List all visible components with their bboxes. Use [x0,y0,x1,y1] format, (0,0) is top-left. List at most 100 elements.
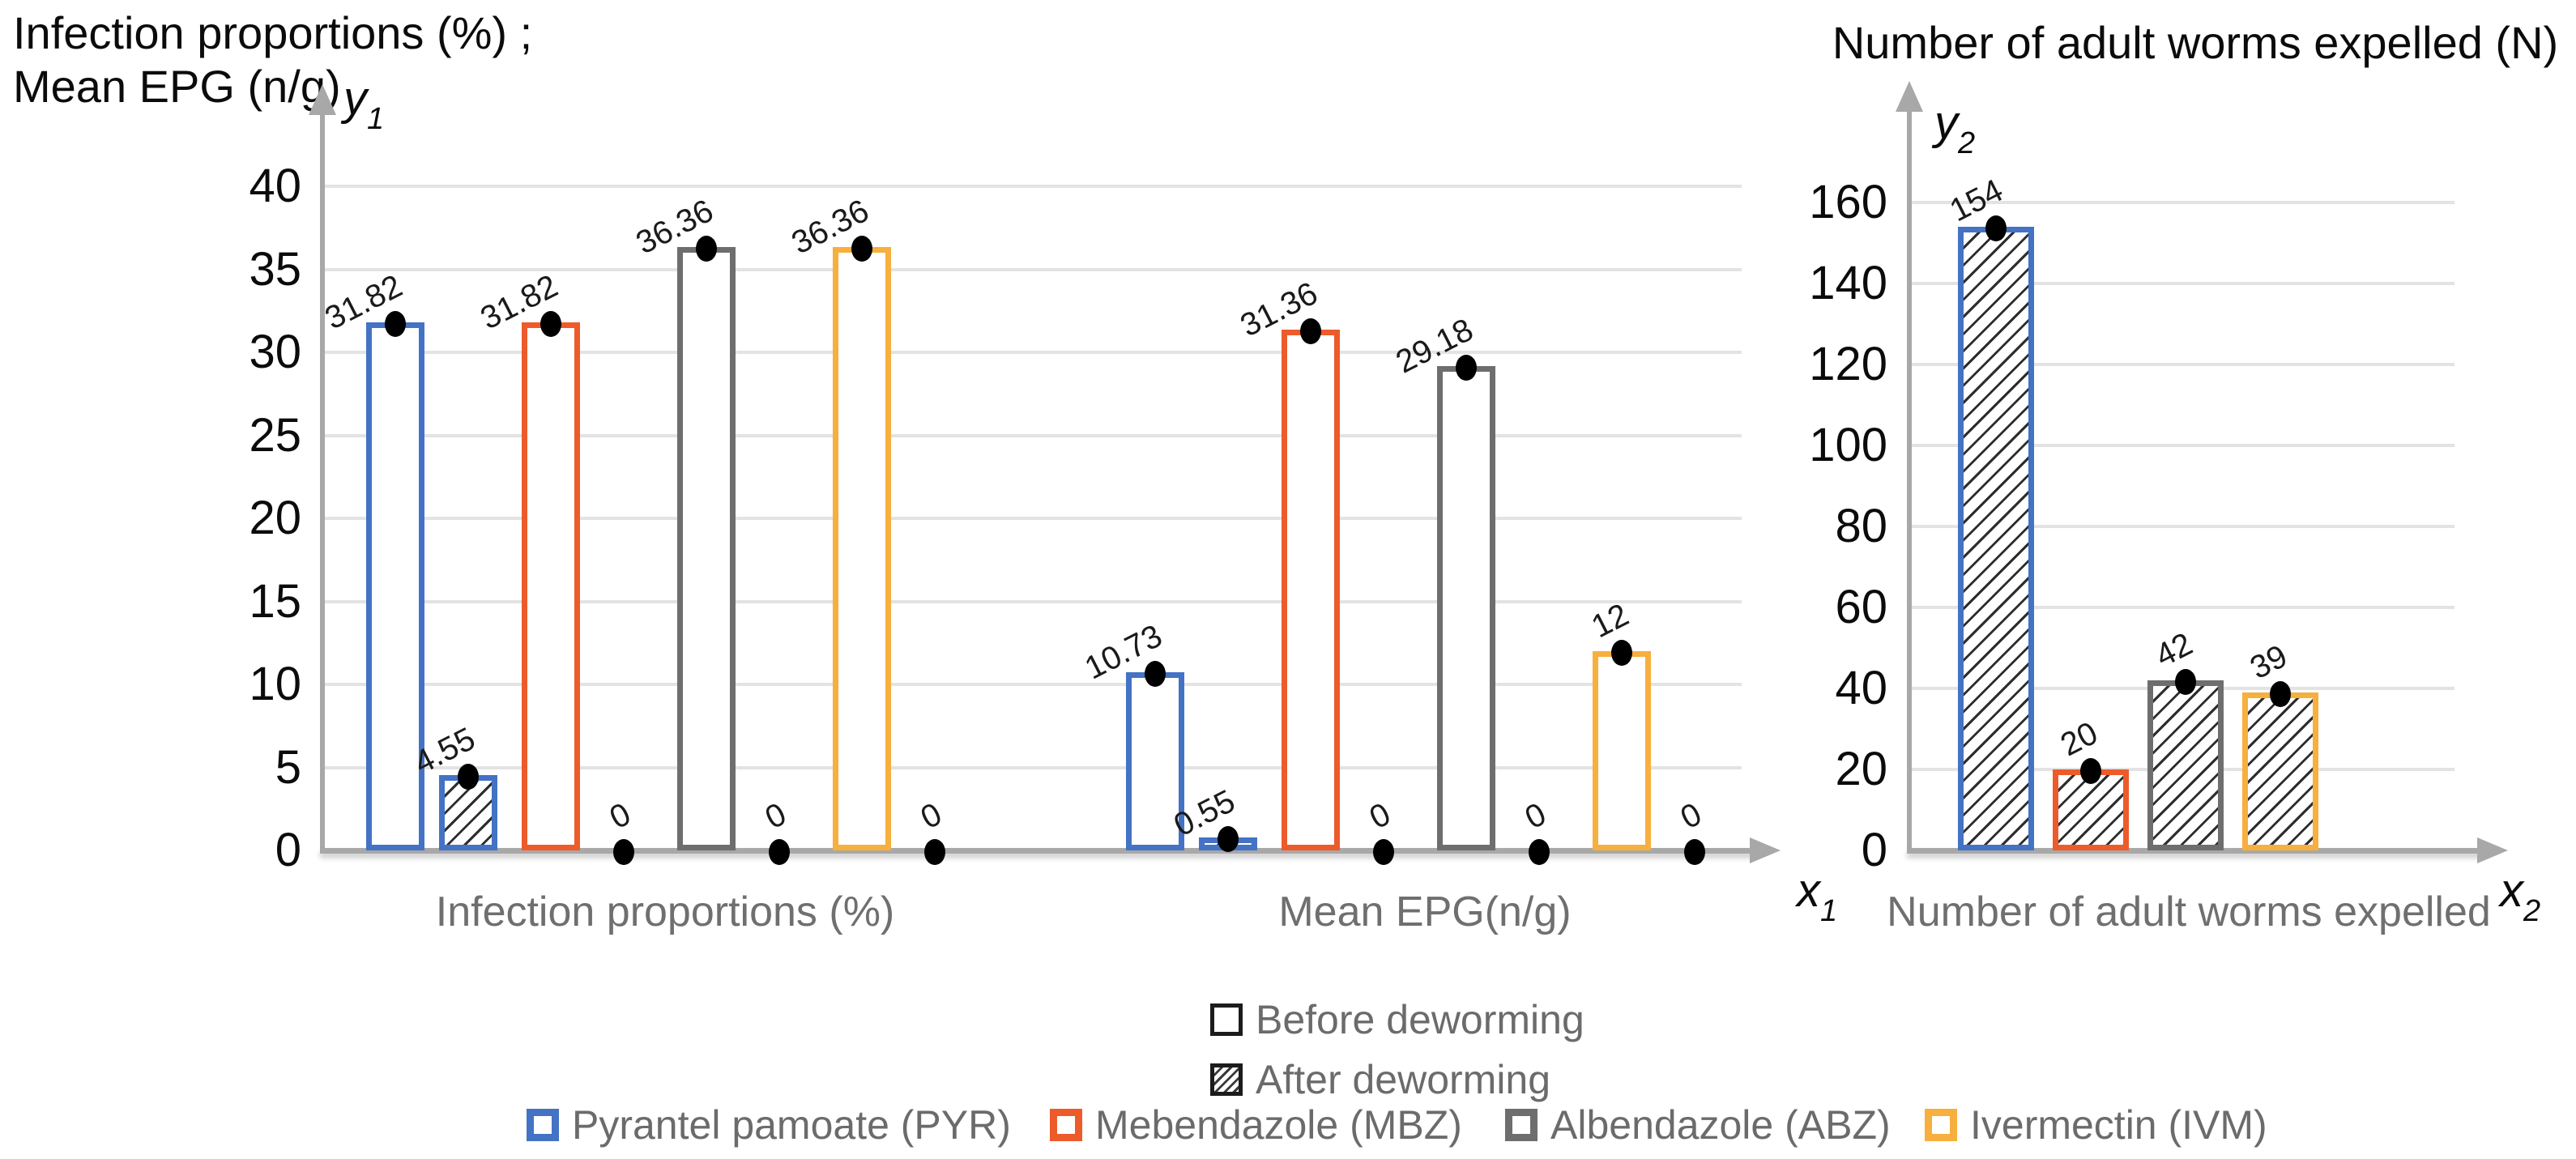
data-point-dot-ivermectin-worms [2270,681,2291,707]
right-chart-x-axis-line [1907,848,2481,854]
right-chart-y-axis-line [1907,104,1912,854]
legend-ivermectin: Ivermectin (IVM) [1925,1101,2267,1148]
y2-tick-label-20: 20 [1835,743,1887,795]
pyrantel-pamoate-label: Pyrantel pamoate (PYR) [572,1102,1011,1148]
albendazole-label: Albendazole (ABZ) [1550,1102,1891,1148]
y1-gridline-15 [322,600,1742,603]
x2-sub: 2 [2523,894,2541,928]
bar-albendazole-worms [2147,680,2224,850]
data-point-dot-albendazole-g2-after-zero [1529,839,1550,865]
y1-tick-label-10: 10 [249,658,301,710]
bar-ivermectin-g1-before [833,247,891,850]
right-chart-y-axis-arrow [1896,81,1923,112]
y2-gridline-80 [1909,525,2454,528]
left-chart-title-line2: Mean EPG (n/g) [13,61,341,112]
after-deworming-label: After deworming [1256,1057,1551,1102]
right-chart-title: Number of adult worms expelled (N) [1832,17,2559,68]
y2-tick-label-120: 120 [1809,338,1887,390]
after-deworming-swatch [1210,1063,1243,1096]
y2-gridline-60 [1909,606,2454,609]
y2-tick-label-80: 80 [1835,500,1887,552]
bar-mebendazole-worms [2053,769,2129,850]
y2-gridline-120 [1909,363,2454,366]
y1-gridline-10 [322,683,1742,686]
data-point-dot-pyrantel-pamoate-g1-after [458,764,479,790]
data-point-dot-albendazole-g1-after-zero [769,839,790,865]
data-point-dot-albendazole-g2-before [1456,355,1477,381]
left-chart-y-axis-arrow [309,84,336,115]
data-point-dot-albendazole-worms [2175,669,2196,695]
bar-mebendazole-g1-before [522,322,580,850]
right-chart-x-axis-arrow [2477,837,2508,863]
legend-after-deworming: After deworming [1210,1056,1550,1103]
y1-gridline-35 [322,268,1742,271]
bar-ivermectin-worms [2242,692,2318,850]
y1-tick-label-0: 0 [275,824,301,876]
y2-gridline-160 [1909,201,2454,204]
x1-base: x [1797,864,1820,917]
y1-gridline-30 [322,351,1742,354]
data-point-dot-mebendazole-g1-before [540,311,561,337]
y2-tick-label-0: 0 [1861,824,1887,876]
data-point-dot-ivermectin-g2-after-zero [1684,839,1705,865]
data-point-dot-mebendazole-g2-before [1300,318,1321,344]
albendazole-swatch [1505,1109,1537,1141]
x2-base: x [2500,864,2523,917]
y1-gridline-5 [322,766,1742,769]
mebendazole-swatch [1050,1109,1082,1141]
data-point-dot-mebendazole-g2-after-zero [1373,839,1394,865]
y2-axis-variable-label: y2 [1934,96,1975,161]
x2-axis-variable-label: x2 [2500,863,2540,929]
ivermectin-label: Ivermectin (IVM) [1970,1102,2267,1148]
left-chart-x-axis-arrow [1750,837,1781,863]
y2-base: y [1934,96,1958,149]
category-label-mean-epg-n-g: Mean EPG(n/g) [1278,888,1572,935]
y2-gridline-140 [1909,282,2454,285]
y2-gridline-100 [1909,444,2454,447]
pyrantel-pamoate-swatch [527,1109,559,1141]
before-deworming-label: Before deworming [1256,997,1584,1042]
y1-tick-label-40: 40 [249,160,301,212]
mebendazole-label: Mebendazole (MBZ) [1095,1102,1462,1148]
y1-tick-label-30: 30 [249,326,301,378]
bar-albendazole-g1-before [677,247,736,850]
y2-sub: 2 [1958,126,1976,160]
y1-sub: 1 [367,102,385,136]
data-point-dot-albendazole-g1-before [696,236,717,262]
left-chart-x-axis-line [320,848,1754,854]
y1-gridline-25 [322,434,1742,437]
ivermectin-swatch [1925,1109,1957,1141]
y1-tick-label-20: 20 [249,492,301,544]
left-chart-y-axis-line [320,107,325,854]
y2-tick-label-40: 40 [1835,662,1887,714]
data-point-dot-ivermectin-g1-after-zero [924,839,945,865]
data-point-dot-pyrantel-pamoate-g2-after [1218,826,1239,852]
left-chart-title-line1: Infection proportions (%) ; [13,7,533,58]
before-deworming-swatch [1210,1003,1243,1036]
y1-tick-label-15: 15 [249,575,301,628]
y1-tick-label-5: 5 [275,741,301,794]
bar-pyrantel-pamoate-g2-before [1126,672,1184,850]
data-point-dot-mebendazole-g1-after-zero [613,839,634,865]
data-point-dot-pyrantel-pamoate-g2-before [1145,661,1166,687]
y2-tick-label-140: 140 [1809,257,1887,309]
data-point-dot-mebendazole-worms [2080,758,2101,784]
category-label-number-of-adult-worms-expelled: Number of adult worms expelled [1887,888,2491,935]
y1-base: y [343,72,367,125]
x1-axis-variable-label: x1 [1797,863,1837,929]
legend-before-deworming: Before deworming [1210,996,1584,1043]
data-point-dot-ivermectin-g1-before [851,236,872,262]
legend-pyrantel-pamoate: Pyrantel pamoate (PYR) [527,1101,1011,1148]
legend-mebendazole: Mebendazole (MBZ) [1050,1101,1462,1148]
data-point-dot-pyrantel-pamoate-worms [1985,215,2007,241]
y1-gridline-40 [322,185,1742,188]
bar-pyrantel-pamoate-g1-before [366,322,424,850]
y2-tick-label-100: 100 [1809,419,1887,471]
y1-gridline-20 [322,517,1742,520]
y2-tick-label-60: 60 [1835,581,1887,633]
y1-tick-label-25: 25 [249,409,301,462]
y2-tick-label-160: 160 [1809,176,1887,228]
bar-pyrantel-pamoate-worms [1958,227,2034,850]
